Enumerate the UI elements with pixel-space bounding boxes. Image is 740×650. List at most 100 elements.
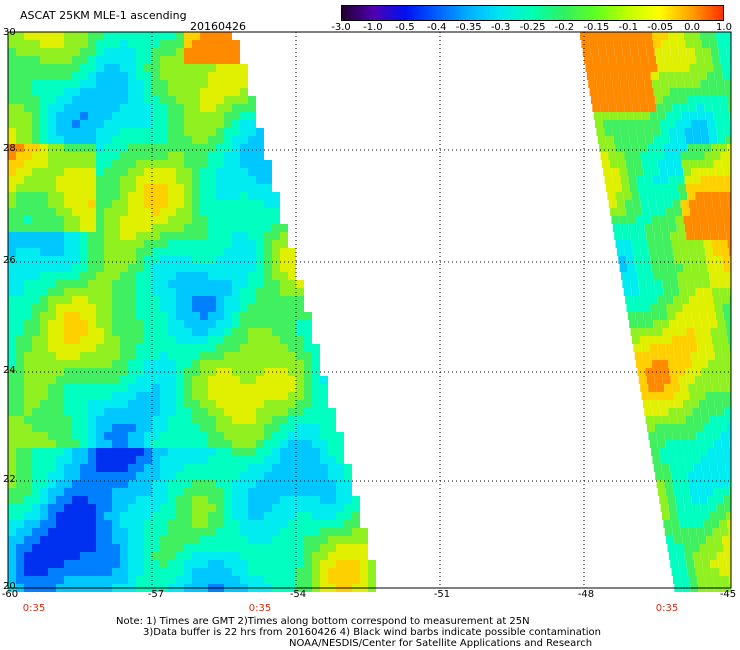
swath-cell bbox=[669, 368, 678, 376]
swath-cell bbox=[256, 240, 264, 248]
swath-cell bbox=[621, 40, 630, 48]
swath-cell bbox=[72, 88, 80, 96]
swath-cell bbox=[192, 360, 200, 368]
swath-cell bbox=[725, 40, 731, 48]
swath-cell bbox=[264, 504, 272, 512]
swath-cell bbox=[304, 568, 312, 576]
swath-cell bbox=[32, 208, 40, 216]
color-scale-label: -0.05 bbox=[647, 22, 674, 33]
swath-cell bbox=[40, 528, 48, 536]
swath-cell bbox=[112, 408, 120, 416]
swath-cell bbox=[698, 352, 707, 360]
swath-cell bbox=[684, 224, 693, 232]
swath-cell bbox=[232, 504, 240, 512]
swath-cell bbox=[8, 576, 16, 584]
swath-cell bbox=[64, 328, 72, 336]
swath-cell bbox=[168, 544, 176, 552]
swath-cell bbox=[624, 152, 633, 160]
swath-cell bbox=[128, 536, 136, 544]
swath-cell bbox=[32, 296, 40, 304]
swath-cell bbox=[120, 408, 128, 416]
swath-cell bbox=[605, 136, 614, 144]
swath-cell bbox=[652, 80, 661, 88]
swath-cell bbox=[272, 320, 280, 328]
swath-cell bbox=[160, 232, 168, 240]
swath-cell bbox=[629, 320, 638, 328]
swath-cell bbox=[160, 264, 168, 272]
swath-cell bbox=[208, 344, 216, 352]
swath-cell bbox=[144, 312, 152, 320]
swath-cell bbox=[683, 216, 692, 224]
swath-cell bbox=[304, 480, 312, 488]
swath-cell bbox=[304, 312, 312, 320]
swath-cell bbox=[312, 480, 320, 488]
swath-cell bbox=[104, 48, 112, 56]
swath-cell bbox=[296, 472, 304, 480]
swath-cell bbox=[622, 48, 631, 56]
swath-cell bbox=[16, 400, 24, 408]
swath-cell bbox=[32, 520, 40, 528]
swath-cell bbox=[176, 64, 184, 72]
swath-cell bbox=[660, 128, 669, 136]
swath-cell bbox=[120, 312, 128, 320]
swath-cell bbox=[280, 440, 288, 448]
swath-cell bbox=[56, 456, 64, 464]
swath-cell bbox=[200, 152, 208, 160]
swath-cell bbox=[288, 528, 296, 536]
swath-cell bbox=[216, 96, 224, 104]
swath-cell bbox=[232, 80, 240, 88]
swath-cell bbox=[192, 216, 200, 224]
swath-cell bbox=[112, 144, 120, 152]
swath-cell bbox=[691, 120, 700, 128]
swath-cell bbox=[96, 32, 104, 40]
swath-cell bbox=[48, 552, 56, 560]
swath-cell bbox=[615, 240, 624, 248]
swath-cell bbox=[56, 104, 64, 112]
swath-cell bbox=[678, 232, 687, 240]
swath-cell bbox=[88, 568, 96, 576]
swath-cell bbox=[256, 480, 264, 488]
swath-cell bbox=[136, 488, 144, 496]
swath-cell bbox=[24, 432, 32, 440]
swath-cell bbox=[224, 216, 232, 224]
swath-cell bbox=[640, 384, 649, 392]
swath-cell bbox=[272, 240, 280, 248]
swath-cell bbox=[136, 528, 144, 536]
swath-cell bbox=[80, 104, 88, 112]
swath-cell bbox=[232, 312, 240, 320]
swath-cell bbox=[8, 328, 16, 336]
swath-cell bbox=[48, 416, 56, 424]
swath-cell bbox=[112, 528, 120, 536]
swath-cell bbox=[8, 424, 16, 432]
swath-cell bbox=[671, 192, 680, 200]
swath-cell bbox=[216, 104, 224, 112]
swath-cell bbox=[703, 192, 712, 200]
swath-cell bbox=[88, 392, 96, 400]
swath-cell bbox=[216, 56, 224, 64]
swath-cell bbox=[56, 376, 64, 384]
swath-cell bbox=[224, 424, 232, 432]
swath-cell bbox=[168, 224, 176, 232]
swath-cell bbox=[24, 304, 32, 312]
swath-cell bbox=[336, 432, 344, 440]
swath-cell bbox=[637, 368, 646, 376]
swath-cell bbox=[136, 232, 144, 240]
swath-cell bbox=[168, 520, 176, 528]
swath-cell bbox=[8, 56, 16, 64]
swath-cell bbox=[609, 64, 618, 72]
swath-cell bbox=[200, 120, 208, 128]
swath-cell bbox=[152, 400, 160, 408]
swath-cell bbox=[216, 328, 224, 336]
swath-cell bbox=[16, 352, 24, 360]
swath-cell bbox=[248, 504, 256, 512]
swath-cell bbox=[248, 352, 256, 360]
swath-cell bbox=[40, 320, 48, 328]
swath-cell bbox=[88, 88, 96, 96]
swath-cell bbox=[716, 32, 724, 40]
swath-cell bbox=[644, 408, 653, 416]
swath-cell bbox=[32, 48, 40, 56]
swath-cell bbox=[344, 472, 352, 480]
swath-cell bbox=[232, 416, 240, 424]
swath-cell bbox=[624, 248, 633, 256]
swath-cell bbox=[88, 176, 96, 184]
